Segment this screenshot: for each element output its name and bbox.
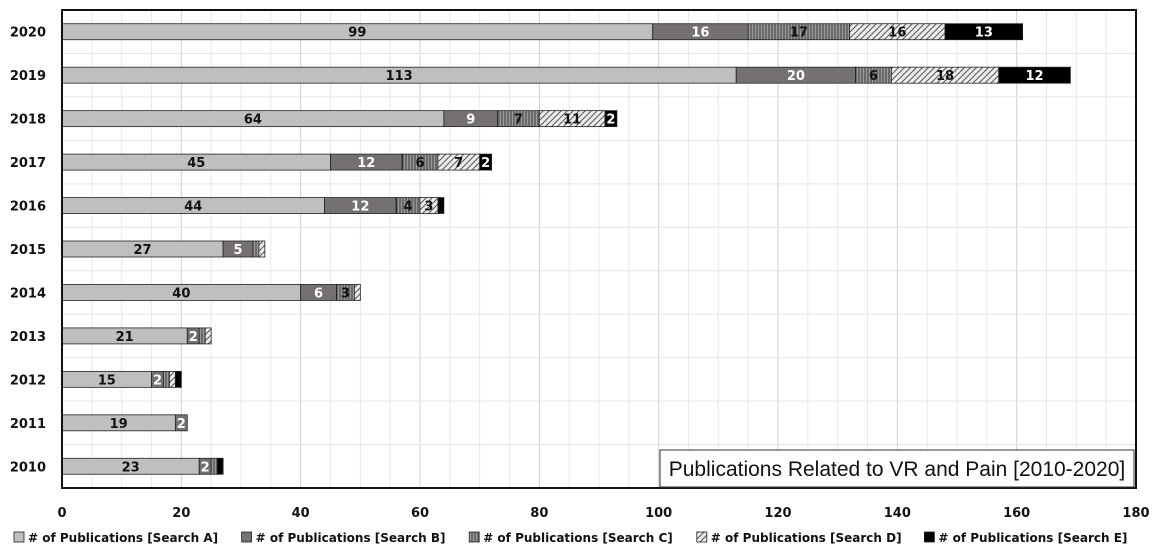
data-label: 21 (116, 330, 134, 345)
bar-segment-series-5 (998, 66, 1071, 84)
data-label: 2 (201, 460, 210, 475)
data-label: 99 (348, 26, 366, 41)
legend-label: # of Publications [Search E] (938, 531, 1127, 545)
y-tick-label: 2010 (10, 460, 46, 475)
legend-swatch (13, 531, 25, 543)
y-tick-label: 2011 (10, 417, 46, 432)
data-label: 19 (110, 417, 128, 432)
bar-segment-series-5 (174, 370, 182, 388)
y-tick-label: 2012 (10, 373, 46, 388)
x-tick-label: 120 (764, 506, 791, 521)
data-label: 17 (790, 26, 808, 41)
data-label: 6 (314, 286, 323, 301)
bar-segment-series-4 (353, 284, 361, 301)
chart-title: Publications Related to VR and Pain [201… (669, 458, 1125, 481)
x-tick-label: 40 (292, 506, 310, 521)
data-label: 2 (153, 373, 162, 388)
legend-label: # of Publications [Search D] (711, 531, 902, 545)
data-label: 4 (404, 200, 413, 215)
data-label: 11 (563, 113, 581, 128)
x-tick-label: 80 (530, 506, 548, 521)
data-label: 3 (424, 200, 433, 215)
bar-segment-series-3 (252, 240, 260, 258)
bar-segment-series-3 (163, 370, 170, 388)
x-tick-label: 60 (411, 506, 429, 521)
data-label: 2 (177, 417, 186, 432)
y-tick-label: 2019 (10, 69, 46, 84)
data-label: 40 (172, 286, 190, 301)
bar-segment-series-3 (198, 327, 206, 345)
chart-title-box (659, 449, 1135, 488)
bars (61, 23, 1071, 475)
x-tick-label: 180 (1122, 506, 1149, 521)
y-tick-label: 2013 (10, 330, 46, 345)
data-label: 12 (351, 200, 369, 215)
x-tick-label: 0 (57, 506, 66, 521)
bar-segment-series-3 (210, 457, 218, 475)
legend-label: # of Publications [Search C] (483, 531, 673, 545)
bar-segment-series-2 (174, 414, 188, 432)
data-label: 16 (691, 26, 709, 41)
plot-frame (61, 9, 1137, 489)
data-label: 18 (936, 69, 954, 84)
bar-segment-series-5 (437, 197, 445, 214)
bar-segment-series-4 (168, 370, 176, 388)
data-label: 7 (454, 156, 463, 171)
data-label: 2 (481, 156, 490, 171)
data-label: 20 (787, 69, 805, 84)
y-tick-label: 2015 (10, 243, 46, 258)
bar-segment-series-5 (216, 457, 224, 475)
legend-swatch (696, 531, 708, 543)
data-label: 45 (187, 156, 205, 171)
legend-swatch (241, 531, 253, 543)
legend-label: # of Publications [Search A] (28, 531, 218, 545)
data-label: 7 (514, 113, 523, 128)
legend-swatch (468, 531, 480, 543)
data-label: 44 (184, 200, 202, 215)
data-label: 12 (1026, 69, 1044, 84)
x-tick-label: 140 (884, 506, 911, 521)
y-tick-label: 2017 (10, 156, 46, 171)
y-tick-label: 2016 (10, 200, 46, 215)
data-label: 2 (189, 330, 198, 345)
data-label: 6 (415, 156, 424, 171)
data-label: 15 (98, 373, 116, 388)
data-label: 113 (386, 69, 413, 84)
data-label: 23 (122, 460, 140, 475)
bar-segment-series-5 (604, 110, 618, 128)
data-label: 16 (888, 26, 906, 41)
data-label: 64 (244, 113, 262, 128)
bar-segment-series-4 (204, 327, 212, 345)
data-label: 2 (606, 113, 615, 128)
bar-segment-series-5 (944, 23, 1024, 41)
legend-swatch (924, 531, 935, 543)
data-label: 12 (357, 156, 375, 171)
y-tick-label: 2014 (10, 286, 46, 301)
y-tick-label: 2018 (10, 113, 46, 128)
legend: # of Publications [Search A] # of Publica… (13, 531, 1127, 545)
axes: 2020201920182017201620152014201320122011… (10, 9, 1150, 521)
data-label: 13 (975, 26, 993, 41)
bar-segment-series-4 (258, 240, 266, 258)
x-tick-label: 100 (645, 506, 672, 521)
data-label: 27 (134, 243, 152, 258)
y-tick-label: 2020 (10, 26, 46, 41)
x-tick-label: 20 (172, 506, 190, 521)
legend-label: # of Publications [Search B] (256, 531, 446, 545)
data-label: 6 (869, 69, 878, 84)
data-label: 5 (233, 243, 242, 258)
bar-segment-series-5 (479, 153, 492, 171)
x-tick-label: 160 (1003, 506, 1030, 521)
data-label: 9 (466, 113, 475, 128)
data-label: 3 (341, 286, 350, 301)
